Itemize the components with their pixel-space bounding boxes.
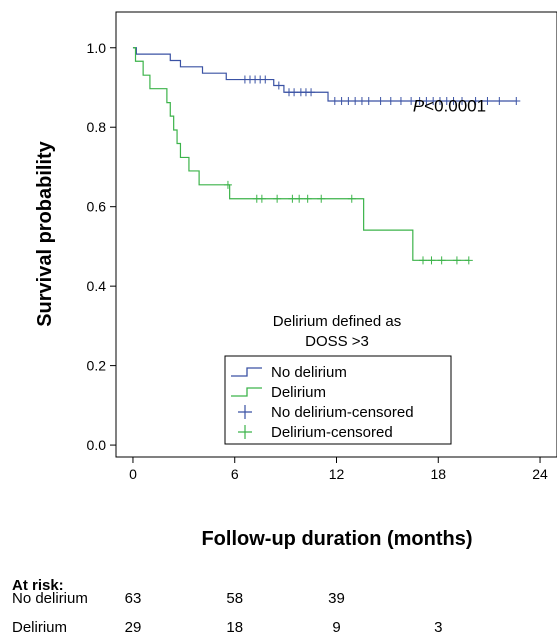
delirium-censor-mark [288, 194, 297, 203]
no-delirium-censor-mark [435, 97, 444, 105]
at-risk-title: At risk: [12, 577, 64, 594]
delirium-censor-mark [273, 194, 282, 203]
legend-box [224, 355, 452, 445]
at-risk-value: 18 [226, 619, 243, 636]
no-delirium-censor-mark [376, 97, 385, 105]
delirium-censored-legend-label: Delirium-censored [271, 424, 393, 441]
p-value-annotation: P<0.0001 [413, 96, 486, 115]
y-tick-label: 1.0 [87, 40, 107, 56]
delirium-censor-mark [257, 194, 266, 203]
no-delirium-censor-mark [471, 97, 480, 105]
no-delirium-censor-mark [274, 81, 283, 90]
axes: 0.0 0.2 0.4 0.6 0.8 1.0 0 6 12 18 24 [87, 40, 549, 482]
delirium-censor-mark [427, 256, 436, 265]
x-tick-label: 6 [231, 466, 239, 482]
no-delirium-censor-mark [396, 97, 405, 105]
no-delirium-censor-mark [458, 97, 467, 105]
x-tick-label: 24 [532, 466, 548, 482]
no-delirium-censor-mark [351, 97, 360, 105]
at-risk-value: 3 [434, 619, 442, 636]
at-risk-value: 9 [332, 619, 340, 636]
at-risk-table: At risk: No delirium 63 58 39 Delirium 29 18 9 3 [12, 577, 442, 636]
no-delirium-censor-mark [415, 97, 424, 105]
at-risk-value: 39 [328, 590, 345, 607]
no-delirium-legend-line [231, 367, 262, 377]
y-tick-label: 0.2 [87, 358, 107, 374]
delirium-censored-legend-marker [238, 425, 252, 439]
no-delirium-censor-mark [357, 97, 366, 105]
no-delirium-censor-mark [449, 97, 458, 105]
delirium-legend-label: Delirium [271, 384, 326, 401]
delirium-censor-mark [223, 180, 232, 189]
no-delirium-censor-mark [337, 97, 346, 105]
no-delirium-censor-mark [290, 88, 299, 97]
no-delirium-censor-mark [344, 97, 353, 105]
no-delirium-censor-mark [261, 75, 270, 84]
no-delirium-censor-mark [429, 97, 438, 105]
delirium-censor-mark [347, 194, 356, 203]
delirium-censor-mark [419, 256, 428, 265]
delirium-censor-mark [303, 194, 312, 203]
delirium-censor-mark [452, 256, 461, 265]
delirium-censor-mark [464, 256, 473, 265]
at-risk-value: 29 [125, 619, 142, 636]
no-delirium-censor-mark [307, 88, 316, 97]
no-delirium-censor-mark [422, 97, 431, 105]
no-delirium-censor-mark [442, 97, 451, 105]
legend: Delirium defined as DOSS >3 No delirium D… [224, 313, 452, 445]
no-delirium-censor-mark [407, 97, 416, 105]
x-axis-title: Follow-up duration (months) [201, 528, 472, 550]
p-value-text: <0.0001 [424, 96, 486, 115]
legend-entries: No delirium Delirium No delirium-censored D… [231, 364, 414, 441]
no-delirium-censor-mark [364, 97, 373, 105]
no-delirium-censor-mark [386, 97, 395, 105]
no-delirium-curve [132, 47, 517, 102]
no-delirium-censor-mark [483, 97, 492, 105]
no-delirium-censor-mark [512, 97, 521, 105]
delirium-censor-mark [317, 194, 326, 203]
delirium-censor-mark [295, 194, 304, 203]
series-layer [132, 47, 521, 265]
delirium-curve [132, 47, 469, 261]
at-risk-value: 58 [226, 590, 243, 607]
no-delirium-censored-legend-label: No delirium-censored [271, 404, 414, 421]
no-delirium-legend-label: No delirium [271, 364, 347, 381]
delirium-censor-mark [437, 256, 446, 265]
y-tick-label: 0.4 [87, 278, 107, 294]
p-value-prefix: P [413, 96, 425, 115]
y-tick-label: 0.0 [87, 437, 107, 453]
at-risk-row-label: Delirium [12, 619, 67, 636]
no-delirium-censored-legend-marker [238, 405, 252, 419]
no-delirium-censor-mark [330, 97, 339, 105]
legend-title-line-2: DOSS >3 [305, 333, 369, 350]
x-tick-label: 18 [430, 466, 446, 482]
x-tick-label: 0 [129, 466, 137, 482]
at-risk-value: 63 [125, 590, 142, 607]
x-tick-label: 12 [329, 466, 345, 482]
y-axis-title: Survival probability [34, 140, 56, 326]
no-delirium-censor-mark [495, 97, 504, 105]
y-tick-label: 0.6 [87, 199, 107, 215]
legend-title-line-1: Delirium defined as [273, 313, 401, 330]
at-risk-row-label: No delirium [12, 590, 88, 607]
y-tick-label: 0.8 [87, 119, 107, 135]
delirium-legend-line [231, 387, 262, 397]
